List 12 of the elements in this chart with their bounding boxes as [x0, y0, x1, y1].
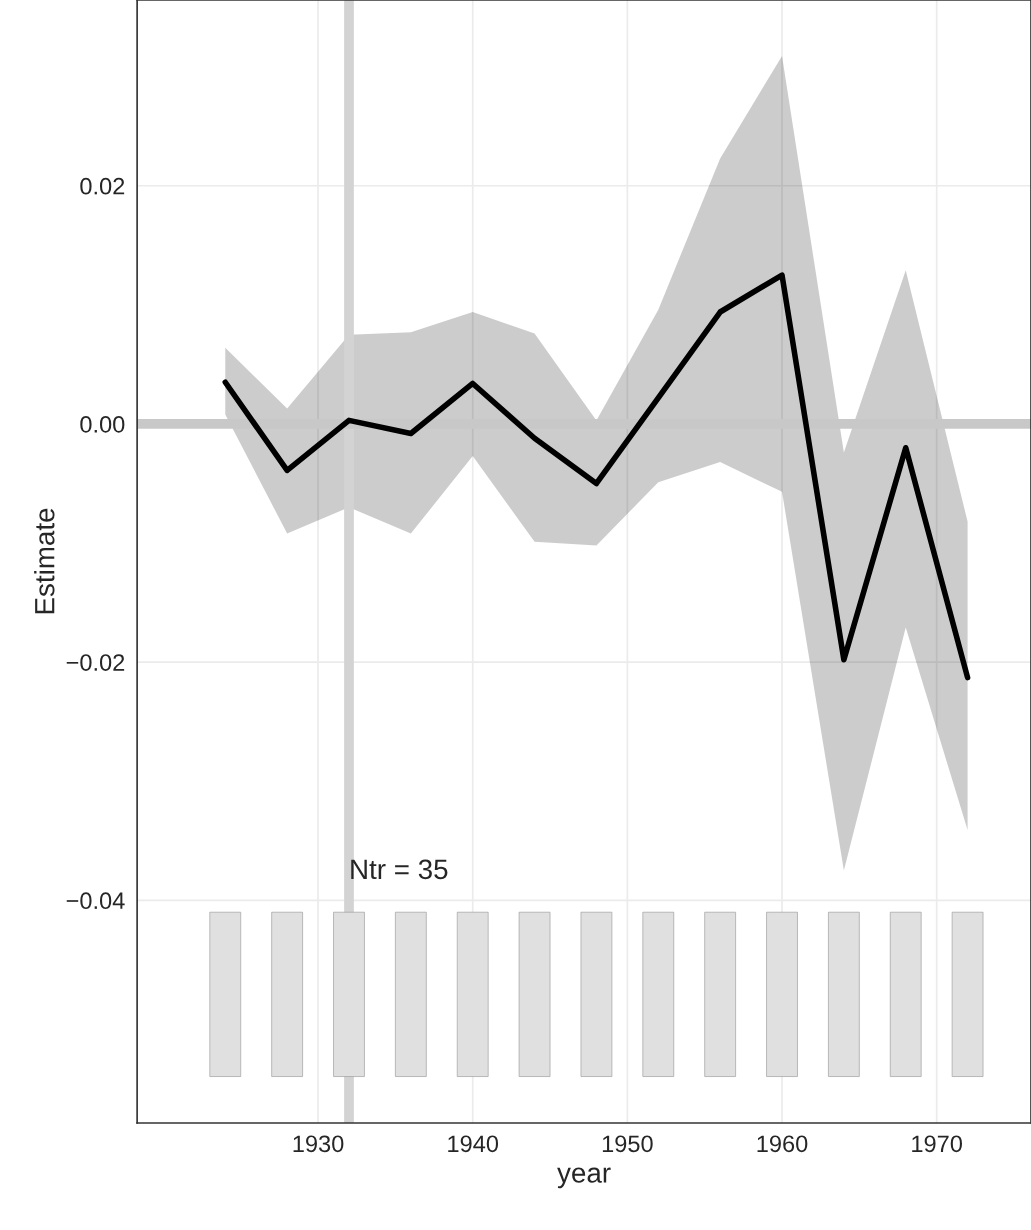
- x-tick-label: 1950: [602, 1135, 653, 1153]
- x-axis-title: year: [557, 1167, 611, 1189]
- y-tick-label: 0.02: [80, 177, 125, 195]
- y-axis-title: Estimate: [34, 508, 55, 614]
- y-tick-label: 0.00: [80, 416, 125, 433]
- x-tick-label: 1940: [448, 1135, 499, 1153]
- x-tick-label: 1960: [757, 1135, 808, 1153]
- y-tick-label: −0.04: [66, 892, 125, 910]
- x-tick-label: 1930: [293, 1135, 344, 1153]
- annotation: Ntr = 35: [351, 859, 448, 880]
- y-tick-label: −0.02: [66, 654, 125, 671]
- x-tick-label: 1970: [912, 1135, 963, 1153]
